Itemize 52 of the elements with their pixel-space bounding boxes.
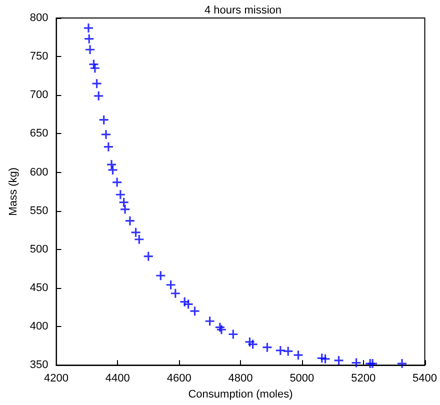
point bbox=[155, 270, 166, 281]
point bbox=[275, 345, 286, 356]
point bbox=[120, 204, 130, 215]
point bbox=[112, 176, 122, 188]
x-tick-label: 5200 bbox=[351, 372, 376, 385]
y-tick-label: 600 bbox=[30, 166, 48, 178]
x-tick-label: 5400 bbox=[412, 372, 438, 385]
point bbox=[320, 354, 331, 364]
x-tick-label: 5000 bbox=[290, 372, 314, 385]
y-tick-label: 500 bbox=[30, 243, 48, 256]
y-axis-title: Mass (kg) bbox=[8, 167, 20, 216]
x-tick-label: 4400 bbox=[105, 372, 130, 385]
y-tick-label: 650 bbox=[30, 128, 48, 140]
point bbox=[100, 129, 112, 140]
point bbox=[124, 216, 136, 226]
x-tick-label: 4800 bbox=[228, 372, 253, 385]
point bbox=[396, 358, 408, 369]
point bbox=[367, 358, 378, 369]
point bbox=[316, 352, 328, 364]
y-tick-label: 750 bbox=[30, 50, 48, 63]
x-tick-label: 4200 bbox=[44, 372, 68, 385]
x-axis-title: Consumption (moles) bbox=[188, 388, 293, 400]
point bbox=[292, 350, 304, 360]
point bbox=[88, 58, 100, 70]
chart-title: 4 hours mission bbox=[204, 4, 282, 16]
x-tick-label: 4600 bbox=[166, 372, 192, 385]
point bbox=[247, 338, 258, 350]
point bbox=[350, 357, 362, 368]
point bbox=[84, 44, 96, 55]
point bbox=[262, 342, 273, 353]
y-tick-label: 800 bbox=[30, 12, 48, 24]
point bbox=[84, 34, 94, 44]
point bbox=[90, 62, 100, 74]
point bbox=[244, 336, 256, 348]
point bbox=[91, 78, 102, 89]
y-tick-label: 550 bbox=[30, 204, 48, 217]
point bbox=[170, 288, 181, 299]
point bbox=[166, 280, 176, 290]
point bbox=[179, 296, 190, 308]
y-tick-label: 450 bbox=[30, 282, 48, 294]
point bbox=[204, 316, 216, 326]
y-tick-label: 700 bbox=[30, 89, 48, 102]
y-tick-label: 350 bbox=[30, 359, 48, 372]
y-tick-label: 400 bbox=[30, 320, 48, 333]
point bbox=[98, 114, 110, 126]
point bbox=[143, 251, 154, 262]
point bbox=[93, 90, 104, 102]
point bbox=[282, 346, 294, 357]
point bbox=[333, 355, 344, 366]
point bbox=[228, 328, 238, 340]
point bbox=[103, 142, 114, 152]
point bbox=[83, 22, 94, 34]
